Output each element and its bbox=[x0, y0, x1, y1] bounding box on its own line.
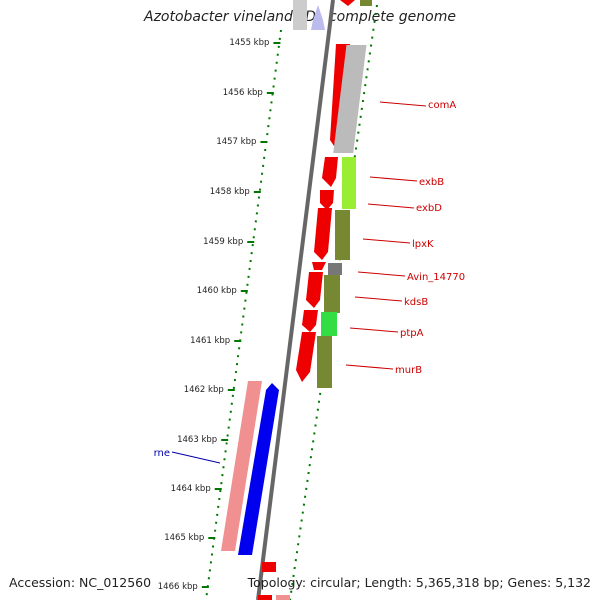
avin14770-grey-feature bbox=[328, 263, 342, 275]
gene-label-exbb[interactable]: exbB bbox=[419, 177, 444, 188]
accession-text: Accession: NC_012560 bbox=[9, 575, 152, 590]
topology-text: Topology: circular; Length: 5,365,318 bp… bbox=[247, 575, 591, 590]
tick-label: 1463 kbp bbox=[177, 435, 217, 445]
lpxK-forward-cds[interactable] bbox=[314, 208, 332, 260]
exbB-forward-cds[interactable] bbox=[322, 157, 338, 187]
kdsB-forward-cds[interactable] bbox=[306, 272, 323, 308]
gene-label-coma[interactable]: comA bbox=[428, 100, 456, 111]
top-olive-feature bbox=[360, 0, 372, 6]
kdsB-olive-feature bbox=[324, 275, 340, 313]
lpxK-olive-feature bbox=[335, 210, 350, 260]
gene-labels: comA exbB exbD lpxK Avin_14770 kdsB ptpA murB rn… bbox=[154, 100, 466, 459]
gene-label-lpxk[interactable]: lpxK bbox=[412, 239, 434, 250]
top-lilac-feature bbox=[311, 5, 325, 30]
gene-label-rne[interactable]: rne bbox=[154, 448, 170, 459]
gene-label-avin_14770[interactable]: Avin_14770 bbox=[407, 272, 465, 283]
bottom-red-feature-2 bbox=[258, 595, 272, 600]
comA-grey-feature bbox=[333, 45, 367, 153]
murB-olive-feature bbox=[317, 336, 332, 388]
leader-line-kdsb bbox=[354, 296, 403, 302]
leader-line-ptpa bbox=[349, 327, 399, 333]
leader-line-rne bbox=[171, 451, 221, 464]
tick-label: 1455 kbp bbox=[229, 38, 269, 48]
ptpA-forward-cds[interactable] bbox=[302, 310, 318, 332]
gene-label-kdsb[interactable]: kdsB bbox=[404, 297, 428, 308]
tick-label: 1462 kbp bbox=[184, 385, 224, 395]
tick-labels: 1455 kbp 1456 kbp 1457 kbp 1458 kbp 1459 kbp… bbox=[158, 38, 270, 592]
leader-line-lpxk bbox=[362, 238, 411, 244]
leader-line-exbd bbox=[367, 203, 415, 209]
tick-label: 1460 kbp bbox=[197, 286, 237, 296]
tick-marks bbox=[201, 42, 281, 588]
gene-label-exbd[interactable]: exbD bbox=[416, 203, 442, 214]
leader-line-murb bbox=[345, 364, 394, 370]
tick-label: 1459 kbp bbox=[203, 237, 243, 247]
bottom-pink-feature bbox=[276, 595, 290, 600]
exbB-lime-feature bbox=[342, 157, 356, 209]
tick-label: 1466 kbp bbox=[158, 582, 198, 592]
ptpA-green-feature bbox=[321, 312, 337, 336]
tick-label: 1465 kbp bbox=[164, 533, 204, 543]
murB-forward-cds[interactable] bbox=[296, 332, 316, 382]
leader-line-exbb bbox=[369, 176, 418, 182]
tick-label: 1464 kbp bbox=[171, 484, 211, 494]
top-red-feature bbox=[340, 0, 355, 6]
gene-label-ptpa[interactable]: ptpA bbox=[400, 328, 424, 339]
exbD-forward-cds[interactable] bbox=[320, 190, 334, 210]
label-leaders bbox=[171, 101, 427, 464]
gene-label-murb[interactable]: murB bbox=[395, 365, 422, 376]
leader-line-coma bbox=[379, 101, 427, 107]
top-grey-feature bbox=[293, 0, 307, 30]
tick-label: 1456 kbp bbox=[223, 88, 263, 98]
avin14770-forward-cds[interactable] bbox=[312, 262, 326, 270]
rne-pink-feature bbox=[221, 381, 262, 551]
rne-reverse-cds[interactable] bbox=[238, 383, 279, 555]
tick-label: 1461 kbp bbox=[190, 336, 230, 346]
leader-line-avin_14770 bbox=[357, 271, 406, 277]
tick-label: 1457 kbp bbox=[216, 137, 256, 147]
tick-label: 1458 kbp bbox=[210, 187, 250, 197]
bottom-red-feature-1 bbox=[262, 562, 276, 572]
backbone-line bbox=[256, 0, 335, 600]
